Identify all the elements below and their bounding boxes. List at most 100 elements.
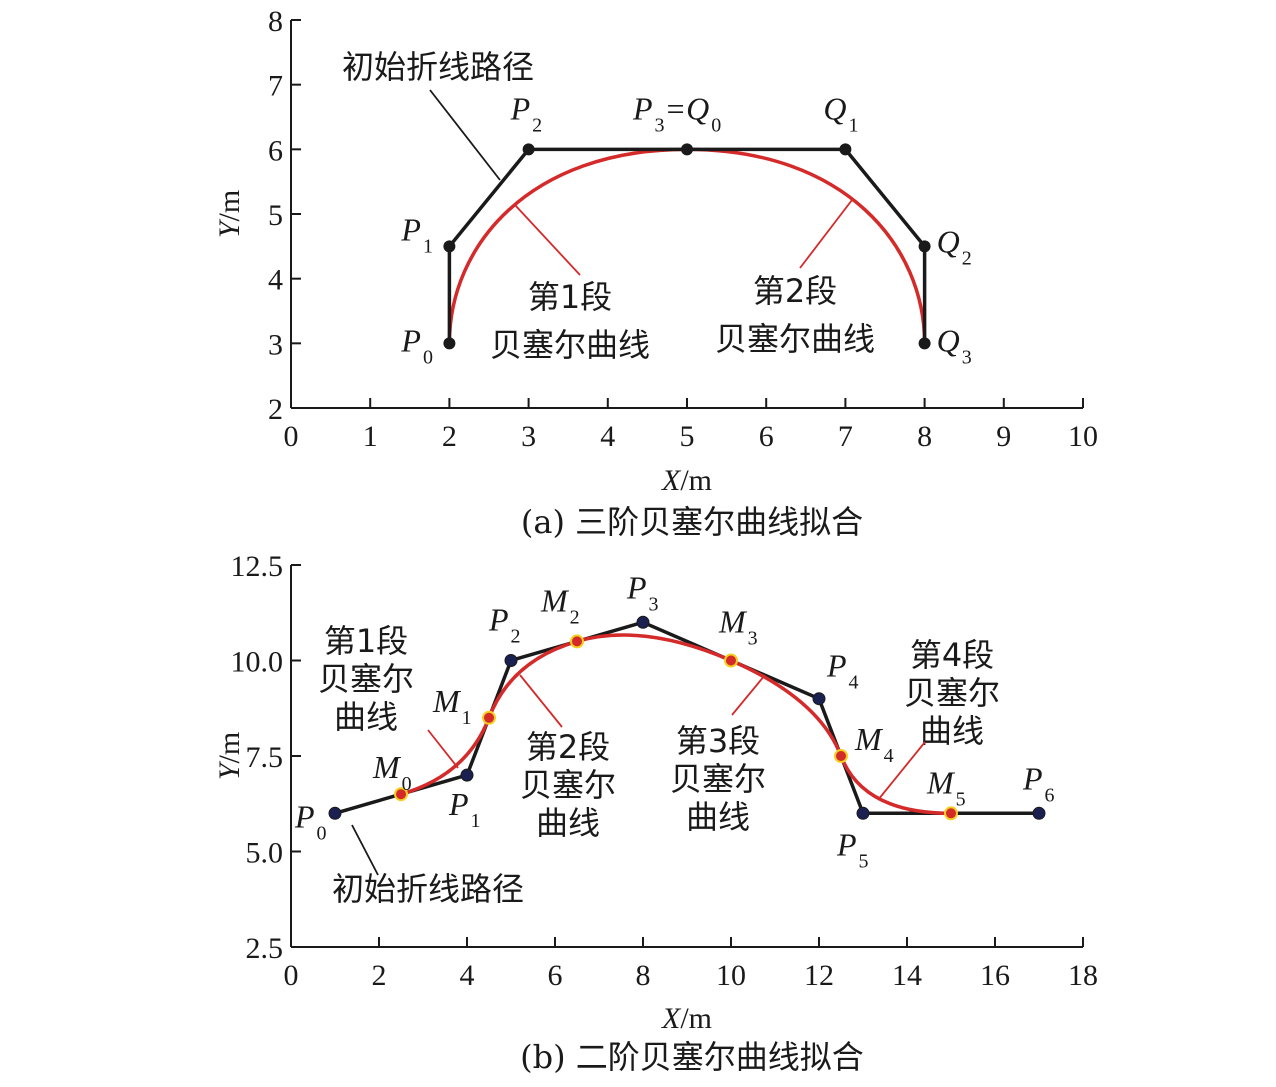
control-point: [443, 337, 456, 350]
point-label-main: P: [626, 569, 647, 605]
point-label-main: P: [448, 786, 469, 822]
annotation-line: 曲线: [920, 712, 984, 750]
control-point: [460, 768, 474, 782]
x-tick-label: 1: [363, 420, 378, 453]
y-tick-label: 5.0: [246, 837, 284, 870]
control-point: [839, 143, 852, 156]
axis-var: Y: [213, 760, 246, 780]
y-tick-label: 5: [268, 199, 283, 232]
annotation-line: 贝塞尔: [670, 760, 766, 798]
point-label-main: P: [400, 322, 421, 358]
bezier-curve: [487, 639, 578, 719]
y-tick-label: 2.5: [246, 932, 284, 965]
annotation-segment-2: 第2段贝塞尔曲线: [520, 728, 616, 842]
point-label-main: M: [540, 582, 570, 618]
midpoint: [834, 749, 848, 763]
annotation-line: 贝塞尔: [520, 766, 616, 804]
x-axis-label: X/m: [661, 1002, 712, 1035]
axis-var: Y: [213, 218, 246, 238]
x-tick-label: 6: [548, 959, 563, 992]
control-point: [636, 615, 650, 629]
point-label-main: M: [926, 764, 956, 800]
x-tick-label: 16: [980, 959, 1010, 992]
point-label-main: P: [1022, 760, 1043, 796]
x-tick-label: 12: [804, 959, 834, 992]
point-label-sub: 5: [956, 788, 966, 810]
annotation-line: 曲线: [536, 804, 600, 842]
annotation-line: 贝塞尔曲线: [490, 326, 650, 364]
x-tick-label: 7: [838, 420, 853, 453]
point-label-main: M: [432, 683, 462, 719]
x-tick-label: 9: [996, 420, 1011, 453]
y-tick-label: 3: [268, 328, 283, 361]
chart-b: 0 2 4 6 8 10 12 14 16 182.55.07.510.012.5X/mY/m(b…: [213, 550, 1098, 1076]
point-label-sub: 2: [570, 606, 580, 628]
point-label-sub: 3: [748, 628, 758, 650]
annotation-line: 贝塞尔曲线: [715, 320, 875, 358]
leader-line: [429, 89, 501, 181]
midpoint: [394, 787, 408, 802]
initial-polyline: [447, 147, 927, 344]
y-tick-label: 7.5: [246, 741, 284, 774]
control-point: [856, 806, 870, 820]
annotation-line: 第4段: [910, 636, 994, 674]
x-tick-label: 18: [1068, 959, 1098, 992]
annotation-line: 第1段: [324, 622, 408, 660]
midpoint: [482, 710, 496, 725]
x-tick-label: 6: [759, 420, 774, 453]
point-label-main: Q: [937, 223, 960, 259]
annotation-initial-path: 初始折线路径: [342, 48, 534, 86]
x-tick-label: 10: [716, 959, 746, 992]
chart-caption: (a) 三阶贝塞尔曲线拟合: [521, 503, 863, 541]
annotation-segment-1: 第1段贝塞尔曲线: [318, 622, 414, 736]
annotation-line: 第1段: [528, 278, 612, 316]
axis-unit: /m: [680, 464, 712, 497]
annotation-line: 第2段: [526, 728, 610, 766]
point-label-main: =Q: [665, 90, 710, 126]
x-tick-label: 10: [1068, 420, 1098, 453]
point-label-sub: 4: [884, 745, 894, 767]
leader-line: [514, 204, 581, 276]
axis-unit: /m: [680, 1002, 712, 1035]
point-label-main: P: [510, 90, 531, 126]
point-label-sub: 0: [317, 822, 327, 844]
axis-var: X: [661, 1002, 682, 1035]
y-axis-label: Y/m: [213, 732, 246, 780]
point-label-sub: 3: [962, 346, 972, 368]
x-tick-label: 2: [442, 420, 457, 453]
control-point: [443, 240, 456, 253]
point-label-main: Q: [937, 322, 960, 358]
axis-unit: /m: [213, 190, 246, 222]
point-label-sub: 4: [849, 672, 859, 694]
control-point: [1032, 806, 1046, 820]
y-tick-label: 2: [268, 393, 283, 426]
annotation-segment-4: 第4段贝塞尔曲线: [904, 636, 1000, 750]
annotation-line: 曲线: [686, 798, 750, 836]
point-label-sub: 0: [423, 346, 433, 368]
point-label-main: P: [488, 602, 509, 638]
point-label-sub: 6: [1045, 784, 1055, 806]
axis-var: X: [661, 464, 682, 497]
point-label-sub: 0: [711, 114, 721, 136]
point-label-sub: 2: [962, 247, 972, 269]
x-tick-label: 3: [521, 420, 536, 453]
y-tick-label: 7: [268, 70, 283, 103]
control-point: [681, 143, 693, 156]
point-label-sub: 0: [402, 773, 412, 795]
x-tick-label: 5: [680, 420, 695, 453]
annotation-segment-1: 第1段贝塞尔曲线: [490, 278, 650, 364]
leader-line: [519, 674, 563, 728]
annotation-line: 第2段: [753, 272, 837, 310]
bezier-curve: [730, 658, 843, 757]
bezier-curve: [447, 147, 688, 344]
point-label-main: P: [836, 826, 857, 862]
